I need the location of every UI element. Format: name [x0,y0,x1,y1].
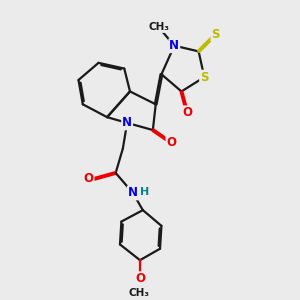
Text: H: H [140,187,149,196]
Text: O: O [167,136,176,149]
Text: CH₃: CH₃ [128,288,149,298]
Text: N: N [128,187,138,200]
Text: N: N [122,116,132,129]
Text: O: O [83,172,94,185]
Text: O: O [135,272,145,285]
Text: N: N [169,39,179,52]
Text: CH₃: CH₃ [148,22,169,32]
Text: S: S [212,28,220,41]
Text: O: O [182,106,192,119]
Text: S: S [200,70,208,84]
